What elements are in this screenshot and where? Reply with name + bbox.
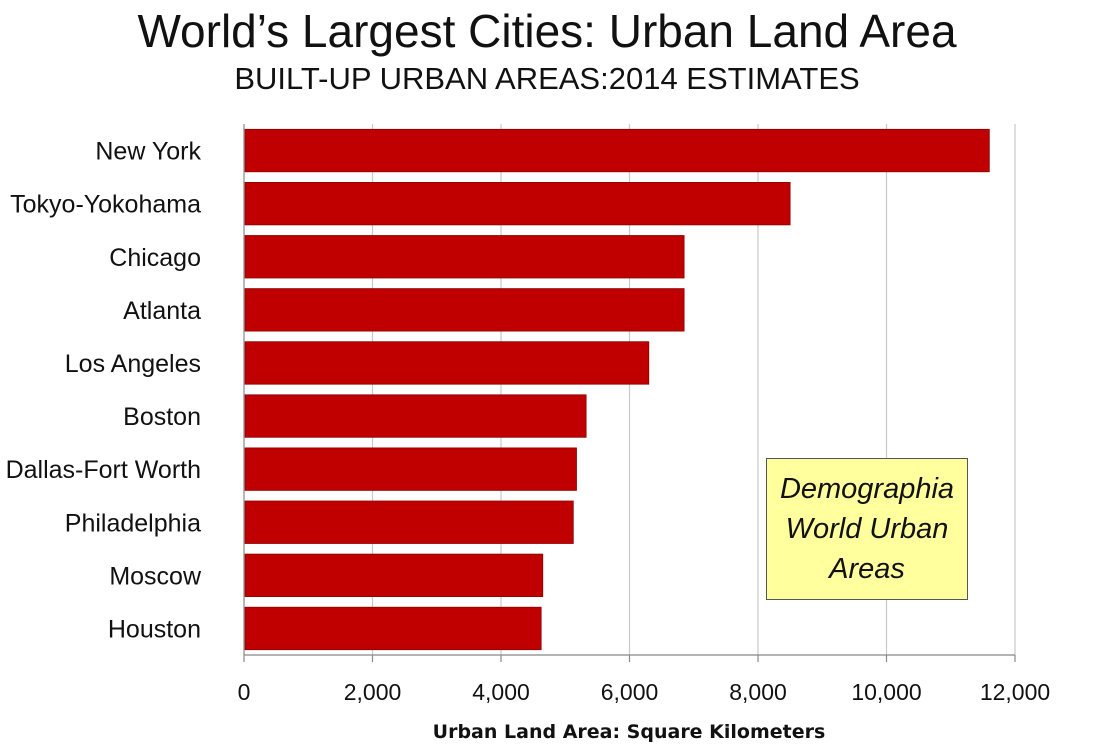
category-label: Chicago [109,244,201,272]
bar [244,553,544,597]
x-tick-label: 10,000 [851,679,921,705]
bar [244,447,577,491]
category-label: New York [95,138,201,166]
x-axis-title: Urban Land Area: Square Kilometers [433,721,826,743]
category-labels: New York Tokyo-Yokohama Chicago Atlanta Los … [6,138,202,644]
bar [244,341,650,385]
tick-labels: 0 2,000 4,000 6,000 8,000 10,000 12,000 [238,679,1051,705]
chart-subtitle: BUILT-UP URBAN AREAS:2014 ESTIMATES [234,61,860,96]
category-label: Tokyo-Yokohama [10,191,201,219]
bar [244,182,791,226]
bar [244,500,574,544]
x-tick-label: 6,000 [601,679,659,705]
x-tick-label: 2,000 [344,679,402,705]
bar [244,394,587,438]
category-label: Atlanta [123,297,201,325]
category-label: Philadelphia [65,509,201,537]
bars [244,128,990,651]
category-label: Los Angeles [65,350,201,378]
category-label: Dallas-Fort Worth [6,456,201,484]
chart-title: World’s Largest Cities: Urban Land Area [137,5,957,57]
annotation-box: Demographia World Urban Areas [766,458,968,600]
x-tick-label: 8,000 [729,679,787,705]
category-label: Moscow [109,562,202,590]
x-tick-label: 12,000 [980,679,1050,705]
axes [243,124,1016,662]
x-tick-label: 0 [238,679,251,705]
bar [244,288,685,332]
bar [244,235,685,279]
x-tick-label: 4,000 [472,679,530,705]
bar [244,606,542,651]
category-label: Boston [123,403,201,431]
category-label: Houston [108,615,201,643]
bar [244,128,990,173]
